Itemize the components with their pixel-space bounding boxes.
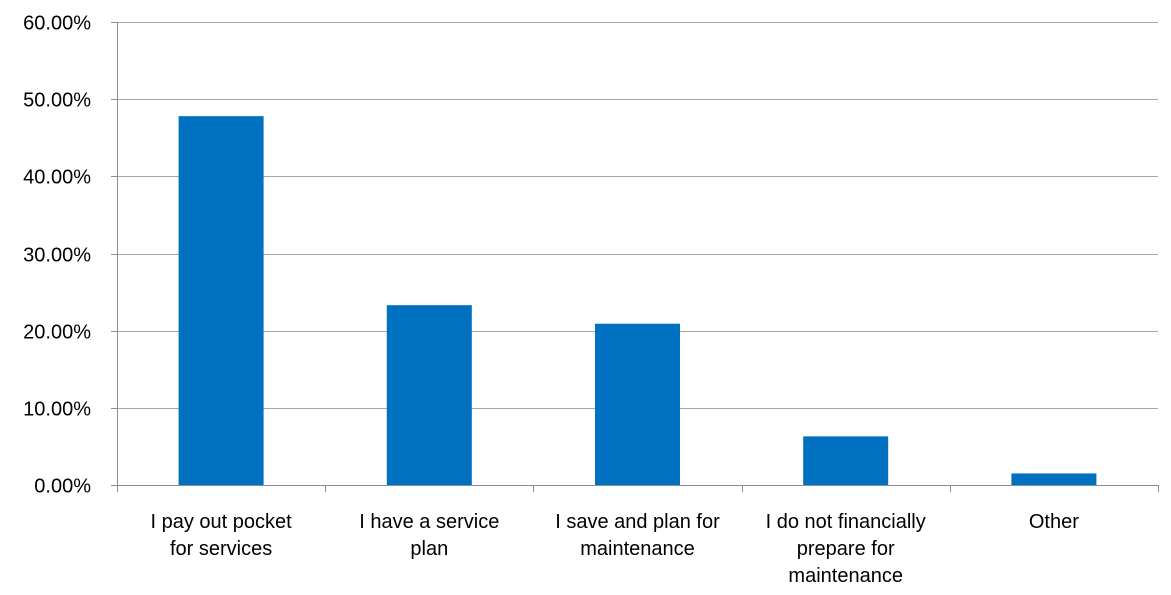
y-tick-label: 10.00% [23, 399, 91, 421]
x-category-label-line: maintenance [788, 565, 903, 587]
bar [595, 323, 680, 485]
x-category-label-line: I have a service [359, 511, 499, 533]
x-category-label-line: Other [1029, 511, 1079, 533]
x-category-label-line: I do not financially [766, 511, 926, 533]
y-tick-label: 20.00% [23, 322, 91, 344]
bar [386, 305, 472, 485]
x-category-label-line: I pay out pocket [150, 511, 292, 533]
axes [111, 22, 1159, 492]
x-category-label-line: I save and plan for [555, 511, 720, 533]
x-category-label: I do not financially prepare for maintenan… [766, 511, 926, 587]
x-category-labels: I pay out pocket for services I have a ser… [150, 511, 1079, 587]
bar [1011, 473, 1097, 485]
x-category-label-line: plan [410, 538, 448, 560]
x-category-label: I have a service plan [359, 511, 499, 560]
x-category-label-line: for services [170, 538, 272, 560]
bar [803, 436, 889, 485]
bars [178, 116, 1097, 485]
y-tick-label: 30.00% [23, 245, 91, 267]
x-category-label-line: maintenance [580, 538, 695, 560]
x-category-label: I pay out pocket for services [150, 511, 292, 560]
gridlines [117, 22, 1158, 409]
x-category-label: Other [1029, 511, 1079, 533]
y-tick-label: 0.00% [34, 476, 91, 498]
y-tick-label: 50.00% [23, 90, 91, 112]
y-tick-label: 40.00% [23, 167, 91, 189]
bar [178, 116, 264, 485]
y-tick-label: 60.00% [23, 13, 91, 35]
x-category-label: I save and plan for maintenance [555, 511, 720, 560]
x-category-label-line: prepare for [797, 538, 895, 560]
y-tick-labels: 0.00% 10.00% 20.00% 30.00% 40.00% 50.00% 60.00… [23, 13, 91, 498]
